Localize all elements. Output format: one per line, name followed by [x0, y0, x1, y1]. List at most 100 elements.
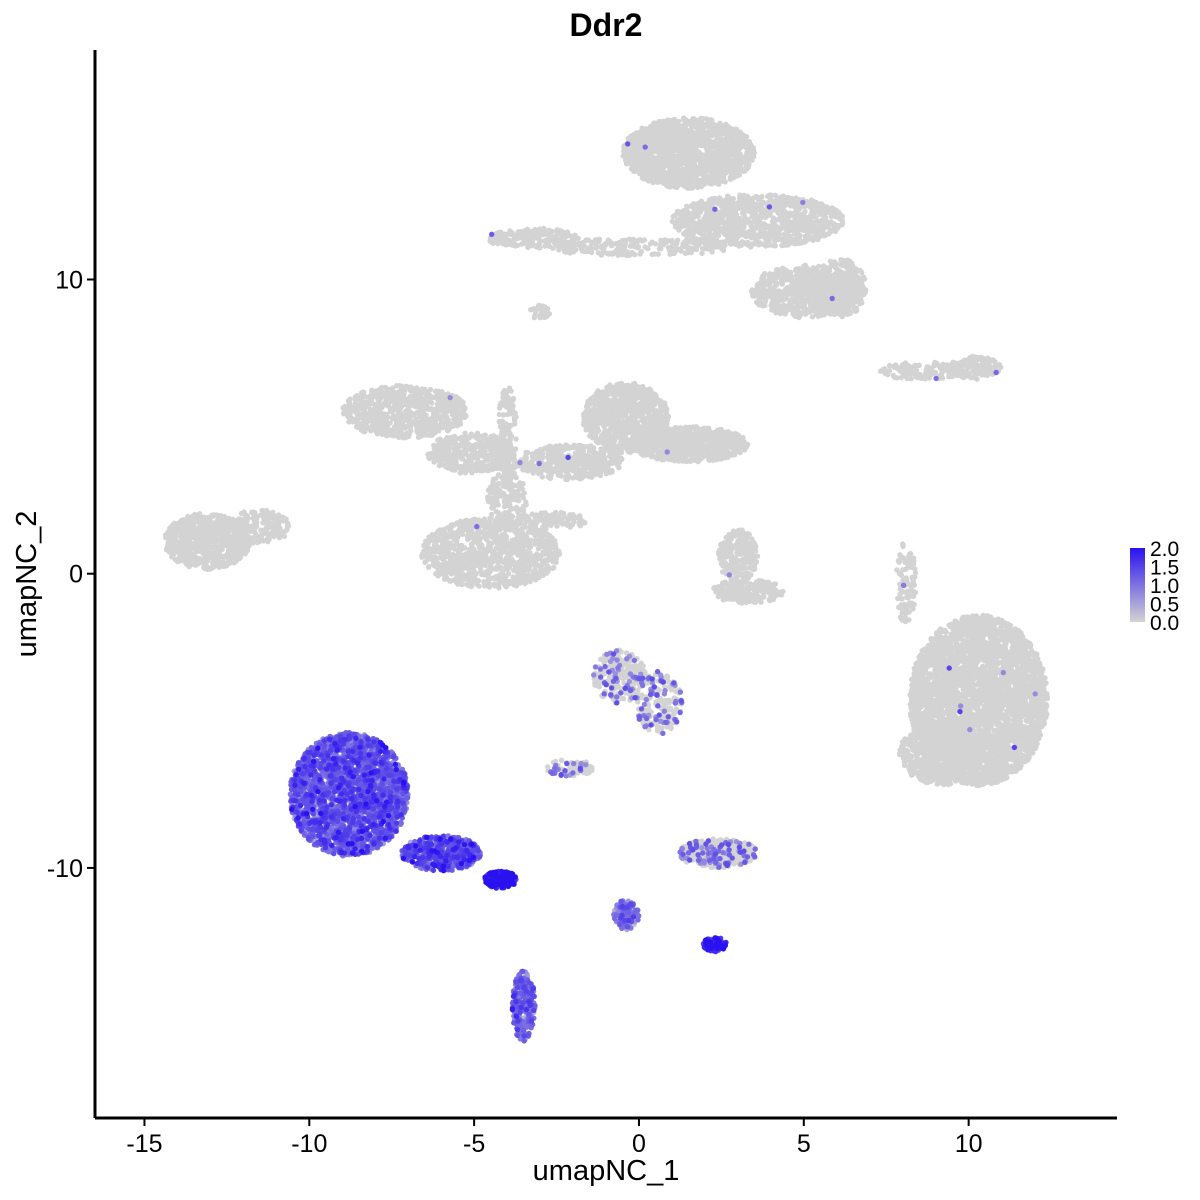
- cell-point: [459, 410, 465, 417]
- cell-point: [729, 151, 735, 158]
- cell-point: [738, 231, 744, 237]
- cell-point: [554, 237, 560, 243]
- cell-point: [673, 160, 679, 166]
- cell-point: [745, 194, 751, 200]
- cell-point: [706, 229, 713, 235]
- cell-point: [685, 250, 691, 256]
- cell-point: [737, 192, 743, 198]
- cell-point: [371, 418, 377, 424]
- cell-point: [809, 314, 816, 320]
- cell-point: [828, 213, 834, 219]
- cell-point: [938, 371, 945, 377]
- cell-point: [739, 220, 745, 227]
- cell-point: [802, 278, 808, 285]
- cell-point: [684, 239, 690, 245]
- cell-point: [374, 403, 381, 410]
- cell-point: [723, 124, 729, 131]
- cell-point: [533, 228, 539, 234]
- cell-point: [676, 226, 682, 233]
- cell-point: [829, 262, 835, 269]
- cell-point: [674, 184, 680, 190]
- cell-point: [960, 358, 966, 365]
- cell-point: [394, 383, 400, 389]
- cell-point: [688, 203, 694, 209]
- cell-point: [726, 137, 732, 143]
- cell-point: [652, 251, 658, 257]
- cell-point: [387, 398, 394, 404]
- cell-point: [659, 172, 665, 178]
- cell-point: [836, 275, 842, 282]
- cell-point: [541, 225, 547, 232]
- cell-point: [784, 274, 791, 281]
- cell-point: [678, 212, 684, 218]
- cell-point: [860, 284, 866, 290]
- cell-point: [669, 146, 675, 152]
- cell-point: [688, 127, 694, 134]
- cell-point: [855, 285, 861, 291]
- cell-point: [649, 155, 655, 161]
- cell-point: [346, 404, 353, 410]
- cell-point: [381, 394, 387, 400]
- cell-point: [699, 246, 706, 252]
- cell-point: [596, 238, 602, 245]
- cell-point: [705, 173, 712, 179]
- cell-point: [915, 374, 921, 381]
- cell-point: [706, 180, 713, 187]
- cell-point: [730, 198, 736, 205]
- cell-point: [699, 115, 705, 122]
- cell-point: [832, 228, 839, 235]
- cell-point: [659, 179, 665, 185]
- cell-point: [629, 238, 635, 244]
- cell-point: [763, 210, 769, 216]
- cell-point: [383, 433, 390, 439]
- cell-point: [652, 160, 659, 166]
- cell-point: [792, 227, 798, 234]
- cell-point: [719, 246, 726, 252]
- cell-point: [948, 361, 955, 368]
- cell-point: [634, 238, 641, 245]
- cell-point: [754, 223, 760, 229]
- cell-point: [398, 429, 404, 435]
- cell-point: [706, 117, 712, 124]
- cell-point: [974, 376, 980, 382]
- cell-point: [908, 368, 915, 374]
- cell-point: [689, 178, 695, 184]
- cell-point: [670, 171, 676, 177]
- cell-point: [930, 369, 936, 375]
- cell-point: [380, 402, 386, 409]
- cell-point: [885, 371, 891, 378]
- cell-point: [418, 404, 424, 410]
- cell-point: [794, 240, 800, 246]
- cell-point: [409, 393, 415, 400]
- cell-point: [521, 228, 528, 234]
- cell-point: [698, 201, 704, 208]
- cell-point: [942, 366, 948, 373]
- cell-point: [620, 153, 626, 159]
- cell-point: [737, 129, 743, 135]
- cell-point: [679, 158, 686, 165]
- cell-point: [798, 227, 804, 233]
- cell-point: [391, 424, 398, 431]
- cell-point: [800, 265, 806, 271]
- cell-point: [713, 157, 720, 164]
- cell-point: [563, 233, 569, 239]
- cell-point: [772, 217, 779, 223]
- cell-point: [765, 240, 771, 246]
- cell-point: [549, 237, 555, 244]
- cell-point: [652, 241, 659, 247]
- cell-point: [573, 235, 579, 241]
- cell-point: [794, 266, 800, 272]
- cell-point: [634, 140, 640, 146]
- cell-point: [676, 148, 682, 155]
- cell-point: [637, 159, 644, 166]
- cell-point: [643, 126, 649, 132]
- cell-point: [427, 386, 434, 393]
- cell-point: [759, 193, 765, 200]
- cell-point: [711, 128, 718, 134]
- cell-point: [738, 200, 744, 206]
- cell-point: [810, 219, 817, 226]
- cell-point: [776, 297, 782, 304]
- cell-point: [428, 406, 435, 412]
- cell-point: [598, 245, 605, 251]
- cell-point: [627, 156, 633, 163]
